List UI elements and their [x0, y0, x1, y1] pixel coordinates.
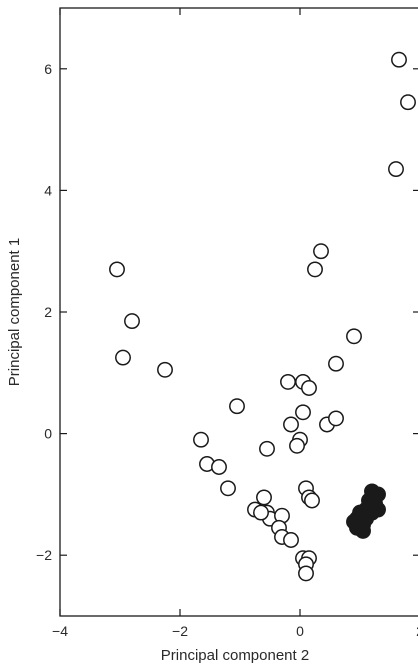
axis-ticks: −4 −2 0 2 −2 0 2 4 6: [36, 8, 418, 639]
x-tick-label: −2: [172, 623, 188, 639]
open-data-point: [109, 261, 125, 278]
x-axis-label: Principal component 2: [161, 647, 309, 664]
open-data-point: [307, 261, 323, 278]
open-data-point: [253, 504, 269, 521]
open-data-point: [283, 416, 299, 433]
y-axis-label: Principal component 1: [6, 238, 23, 386]
open-data-point: [283, 532, 299, 548]
open-data-point: [313, 243, 329, 260]
open-data-point: [229, 398, 245, 415]
open-data-point: [280, 373, 296, 390]
open-data-point: [328, 355, 344, 372]
y-tick-label: −2: [36, 547, 52, 563]
open-data-point: [304, 492, 320, 509]
filled-data-point: [355, 522, 371, 539]
open-data-point: [391, 51, 407, 68]
open-data-point: [295, 404, 311, 421]
open-data-point: [124, 313, 140, 330]
open-data-point: [298, 565, 314, 582]
y-tick-label: 6: [44, 61, 52, 77]
x-tick-label: 0: [296, 623, 304, 639]
y-tick-label: 0: [44, 426, 52, 442]
x-tick-label: −4: [52, 623, 68, 639]
open-data-point: [259, 440, 275, 457]
y-tick-label: 2: [44, 304, 52, 320]
open-data-point: [328, 410, 344, 427]
open-data-point: [220, 480, 236, 497]
open-data-point: [256, 489, 272, 506]
data-points: [109, 51, 416, 582]
open-data-point: [211, 459, 227, 475]
x-tick-label: 2: [416, 623, 418, 639]
open-data-point: [388, 161, 404, 178]
open-data-point: [157, 361, 173, 378]
y-tick-label: 4: [44, 182, 52, 198]
open-data-point: [289, 437, 305, 454]
open-data-point: [193, 431, 209, 448]
open-data-point: [346, 328, 362, 345]
open-data-point: [400, 94, 416, 111]
open-data-point: [301, 380, 317, 396]
open-data-point: [115, 349, 131, 366]
